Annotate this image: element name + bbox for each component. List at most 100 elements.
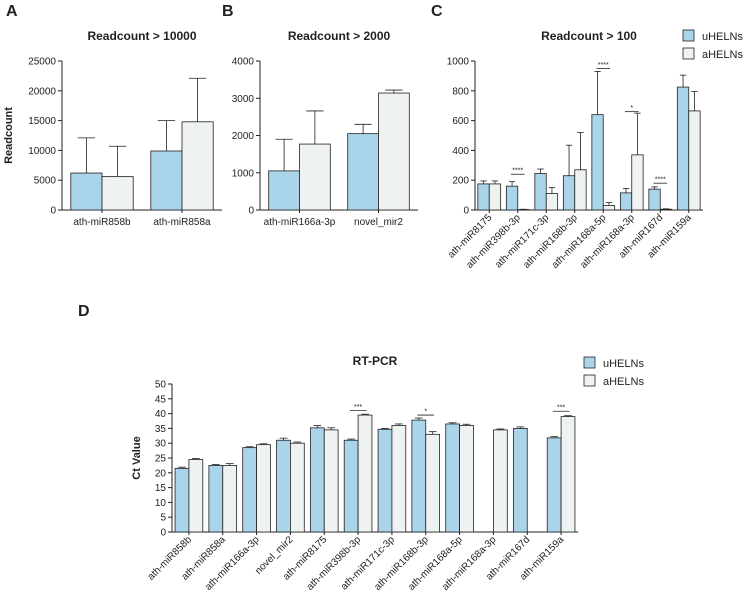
legend-swatch [583,374,596,387]
bar [648,188,661,211]
bar [631,154,644,211]
panel-letter: D [78,303,90,320]
bar [222,464,238,533]
bar [488,183,502,211]
bar [425,433,441,533]
significance-label: * [424,409,427,416]
y-tick-label: 30 [155,439,167,450]
bar [256,444,271,533]
bar [534,173,547,211]
y-tick-label: 20000 [28,86,56,97]
bar [512,427,528,533]
bar [659,208,673,211]
bar [560,416,576,533]
bar [378,92,410,211]
y-tick-label: 45 [155,394,167,405]
panel-letter: C [431,3,443,20]
chart-title: Readcount > 10000 [87,29,196,43]
bar [357,414,373,533]
y-tick-label: 0 [463,206,469,217]
y-tick-label: 25000 [28,57,56,68]
y-tick-label: 3000 [232,94,255,105]
significance-label: *** [354,404,362,411]
panel-letter: A [6,3,18,20]
panel-a: A Readcount > 10000 0 5000 10000 15000 20000 25… [3,3,222,228]
bar [181,121,214,211]
legend-label: aHELNs [603,376,644,388]
bar [188,459,204,533]
bar [676,86,690,211]
bar [323,429,339,533]
y-tick-label: 0 [248,206,254,217]
x-tick-label: ath-miR858b [73,217,131,228]
chart-title: Readcount > 2000 [288,29,391,43]
significance-label: *** [557,405,565,412]
panel-letter: B [222,3,234,20]
bar [347,133,379,211]
y-tick-label: 800 [452,86,469,97]
bar [459,425,474,533]
bar [299,143,331,211]
bar [591,114,604,211]
bar [150,150,183,211]
bar [174,467,190,533]
y-tick-label: 1000 [447,57,470,68]
y-tick-label: 600 [452,116,469,127]
bar [391,425,407,533]
bar [493,429,508,533]
y-tick-label: 0 [50,206,56,217]
bar [208,464,224,533]
bar [290,442,305,533]
y-tick-label: 10 [155,498,167,509]
bar [619,192,633,211]
bar [602,205,616,211]
bar [268,170,300,211]
chart-title: RT-PCR [353,354,398,368]
significance-label: **** [655,177,666,184]
panel-b: B Readcount > 2000 0 1000 2000 3000 4000 ath-mi… [222,3,418,228]
bar [545,193,559,211]
legend-swatch [583,356,596,369]
bar [505,185,519,211]
x-tick-label: ath-miR858a [153,217,211,228]
y-tick-label: 15000 [28,116,56,127]
legend-label: aHELNs [702,49,743,61]
y-axis-label: Readcount [3,107,15,164]
y-axis-label: Ct Value [131,436,143,479]
bar [309,427,325,533]
y-tick-label: 2000 [232,131,255,142]
legend-label: uHELNs [603,358,644,370]
bar [477,183,490,211]
bar [377,428,393,533]
significance-label: **** [598,62,609,69]
x-tick-label: novel_mir2 [354,217,403,228]
significance-label: **** [512,168,523,175]
bar [101,176,134,211]
bar [242,447,257,533]
y-tick-label: 10000 [28,146,56,157]
y-tick-label: 4000 [232,57,255,68]
legend-d: uHELNs aHELNs [583,356,644,388]
y-tick-label: 0 [160,528,166,539]
chart-title: Readcount > 100 [541,29,637,43]
bar [70,172,103,211]
legend-swatch [682,29,695,42]
legend-label: uHELNs [702,31,743,43]
legend-swatch [682,47,695,60]
bar [343,439,359,533]
y-tick-label: 15 [155,483,167,494]
y-tick-label: 25 [155,454,167,465]
y-tick-label: 50 [155,380,167,391]
bar [574,169,587,211]
bar [276,439,291,533]
y-tick-label: 400 [452,146,469,157]
bar [546,437,562,533]
legend-c: uHELNs aHELNs [682,29,743,61]
bar [562,175,576,211]
x-tick-label: ath-miR166a-3p [264,217,336,228]
y-tick-label: 5000 [34,176,57,187]
y-tick-label: 20 [155,468,167,479]
